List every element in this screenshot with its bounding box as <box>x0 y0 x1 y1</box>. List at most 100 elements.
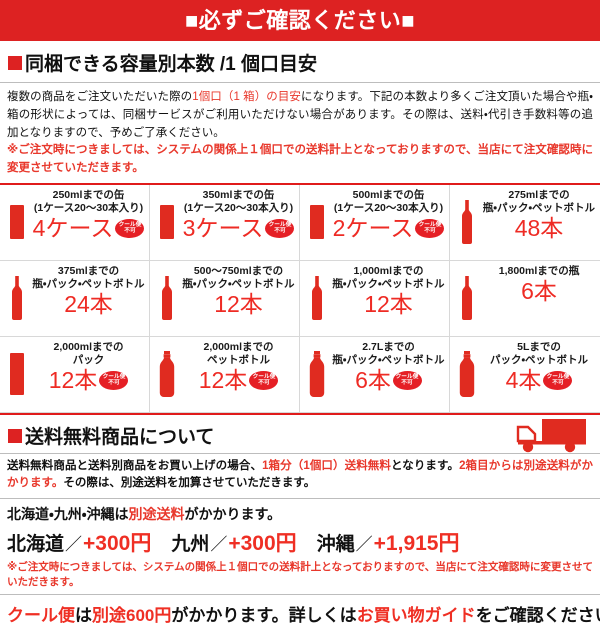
capacity-count: 12本 <box>214 291 263 318</box>
area-fee-name: 北海道 <box>7 533 65 555</box>
capacity-cell: 2.7Lまでの 瓶・パック・ペットボトル 6本 クール便 不可 <box>300 337 450 414</box>
capacity-label-line1: 350mlまでの缶 <box>202 189 275 202</box>
area-fee-value: +300円 <box>228 531 297 555</box>
area-fee-value: +1,915円 <box>373 531 460 555</box>
capacity-label-line1: 250mlまでの缶 <box>52 189 125 202</box>
capacity-label-line1: 500〜750mlまでの <box>193 265 284 278</box>
area-fee-separator: ／ <box>210 534 228 554</box>
capacity-count: 48本 <box>514 215 564 242</box>
can-icon <box>154 189 180 255</box>
capacity-label-line1: 5Lまでの <box>517 341 561 354</box>
intro-text-part1: 複数の商品をご注文いただいた際の <box>7 91 193 103</box>
capacity-cell: 5Lまでの パック・ペットボトル 4本 クール便 不可 <box>450 337 600 414</box>
capacity-label-line2: (1ケース20〜30本入り) <box>333 202 444 215</box>
capacity-count: 6本 <box>355 367 391 394</box>
capacity-cell: 1,000mlまでの 瓶・パック・ペットボトル 12本 <box>300 261 450 338</box>
cool-notice-h1: クール便 <box>7 606 75 625</box>
area-fee-separator: ／ <box>355 534 373 554</box>
area-fee-item: 北海道 ／ +300円 <box>7 527 151 557</box>
cool-delivery-unavailable-badge: クール便 不可 <box>99 370 129 390</box>
badge-line1: クール便 <box>395 374 419 381</box>
pack-icon <box>4 341 30 407</box>
capacity-label-line2: 瓶・パック・ペットボトル <box>182 278 295 291</box>
area-fee-name: 沖縄 <box>316 533 355 555</box>
capacity-label-line1: 500mlまでの缶 <box>352 189 425 202</box>
order-system-note: ※ご注文時につきましては、システムの関係上１個口での送料計上となっておりますので… <box>7 560 593 588</box>
ship-para-h1: 1箱分（1個口）送料無料 <box>262 460 391 473</box>
capacity-cell: 2,000mlまでの パック 12本 クール便 不可 <box>0 337 150 414</box>
cool-delivery-unavailable-badge: クール便 不可 <box>543 370 573 390</box>
area-notice-h1: 別途送料 <box>128 505 185 522</box>
ship-para-h2: 2箱目からは別途送料がかかります。 <box>7 460 593 490</box>
area-fee-separator: ／ <box>65 534 83 554</box>
section-heading-free-shipping-label: 送料無料商品について <box>25 427 215 449</box>
badge-line1: クール便 <box>102 374 126 381</box>
free-shipping-paragraph: 送料無料商品と送料別商品をお買い上げの場合、1箱分（1個口）送料無料となります。… <box>0 454 600 498</box>
divider <box>0 453 600 455</box>
capacity-count: 3ケース <box>182 215 264 242</box>
capacity-grid: 250mlまでの缶 (1ケース20〜30本入り) 4ケース クール便 不可 350m… <box>0 185 600 414</box>
capacity-label-line1: 275mlまでの <box>508 189 570 202</box>
badge-line1: クール便 <box>546 374 570 381</box>
capacity-cell: 2,000mlまでの ペットボトル 12本 クール便 不可 <box>150 337 300 414</box>
ship-para-p2: となります。 <box>390 460 460 473</box>
cool-delivery-unavailable-badge: クール便 不可 <box>415 218 445 238</box>
badge-line2: 不可 <box>274 228 286 235</box>
capacity-label-line1: 1,000mlまでの <box>353 265 424 278</box>
badge-line1: クール便 <box>268 222 292 229</box>
area-fee-item: 九州 ／ +300円 <box>171 527 296 557</box>
can-icon <box>4 189 30 255</box>
capacity-label-line2: パック・ペットボトル <box>489 354 589 367</box>
capacity-label-line1: 2.7Lまでの <box>362 341 415 354</box>
capacity-cell: 350mlまでの缶 (1ケース20〜30本入り) 3ケース クール便 不可 <box>150 185 300 262</box>
capacity-count: 12本 <box>48 367 98 394</box>
capacity-label-line2: 瓶・パック・ペットボトル <box>32 278 145 291</box>
divider-red-top <box>0 183 600 186</box>
bottle-icon <box>454 265 480 331</box>
cool-delivery-unavailable-badge: クール便 不可 <box>392 370 422 390</box>
capacity-label-line1: 2,000mlまでの <box>53 341 124 354</box>
bottle-icon <box>304 265 330 331</box>
capacity-cell: 500mlまでの缶 (1ケース20〜30本入り) 2ケース クール便 不可 <box>300 185 450 262</box>
bottle-icon <box>154 265 180 331</box>
can-icon <box>304 189 330 255</box>
badge-line2: 不可 <box>108 380 120 387</box>
pet-icon <box>154 341 180 407</box>
cool-notice-h2: 別途600円 <box>92 606 172 625</box>
area-fee-item: 沖縄 ／ +1,915円 <box>317 527 460 557</box>
ship-para-p3: その際は、別途送料を加算させていただきます。 <box>63 477 316 490</box>
section-heading-packing-label: 同梱できる容量別本数 /1 個口目安 <box>25 54 318 75</box>
bottle-icon <box>4 265 30 331</box>
capacity-count: 6本 <box>521 278 557 305</box>
capacity-count: 12本 <box>364 291 413 318</box>
intro-text-part2: になります。下記の本数より多くご注文頂いた場合や瓶・箱の形状によっては、同梱サー… <box>7 91 593 139</box>
badge-line2: 不可 <box>424 228 436 235</box>
capacity-cell: 275mlまでの 瓶・パック・ペットボトル 48本 <box>450 185 600 262</box>
area-fee-value: +300円 <box>83 531 152 555</box>
area-notice-p2: がかかります。 <box>184 505 282 522</box>
capacity-count: 2ケース <box>332 215 414 242</box>
capacity-cell: 500〜750mlまでの 瓶・パック・ペットボトル 12本 <box>150 261 300 338</box>
packing-intro-paragraph: 複数の商品をご注文いただいた際の1個口（1 箱）の目安になります。下記の本数より… <box>0 83 600 183</box>
badge-line2: 不可 <box>552 380 564 387</box>
intro-highlight-1ko: 1個口（1 箱）の目安 <box>192 91 302 103</box>
delivery-truck-icon <box>516 415 588 461</box>
shopping-guide-link[interactable]: お買い物ガイド <box>356 606 476 625</box>
divider <box>0 594 600 595</box>
cool-notice-p2: がかかります。詳しくは <box>171 606 357 625</box>
capacity-cell: 250mlまでの缶 (1ケース20〜30本入り) 4ケース クール便 不可 <box>0 185 150 262</box>
page-banner: ■必ずご確認ください■ <box>0 0 600 41</box>
capacity-label-line2: パック <box>72 354 105 367</box>
capacity-label-line1: 375mlまでの <box>57 265 120 278</box>
pet-icon <box>454 341 480 407</box>
badge-line1: クール便 <box>118 222 142 229</box>
capacity-label-line2: 瓶・パック・ペットボトル <box>482 202 596 215</box>
capacity-label-line2: ペットボトル <box>207 354 270 367</box>
ship-para-p1: 送料無料商品と送料別商品をお買い上げの場合、 <box>7 460 263 473</box>
intro-system-note: ※ご注文時につきましては、システムの関係上１個口での送料計上となっておりますので… <box>7 144 593 175</box>
capacity-count: 4本 <box>505 367 542 394</box>
square-bullet-icon <box>8 428 22 443</box>
badge-line2: 不可 <box>258 380 270 387</box>
divider <box>0 497 600 499</box>
